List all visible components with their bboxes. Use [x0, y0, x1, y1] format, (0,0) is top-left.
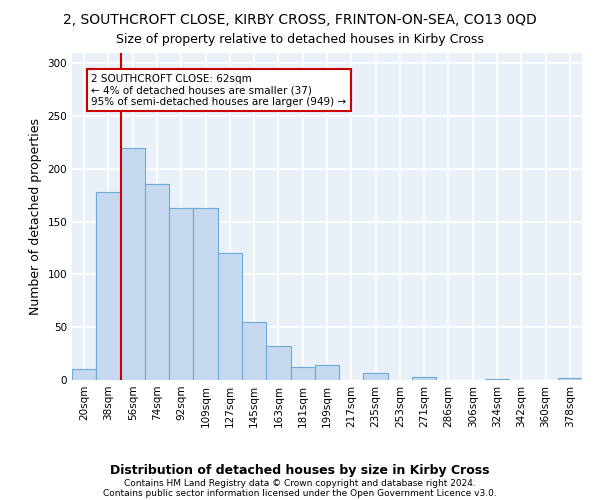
Text: Distribution of detached houses by size in Kirby Cross: Distribution of detached houses by size … — [110, 464, 490, 477]
Text: Size of property relative to detached houses in Kirby Cross: Size of property relative to detached ho… — [116, 32, 484, 46]
Bar — [218, 253, 242, 380]
Bar — [558, 378, 582, 380]
Bar — [266, 346, 290, 380]
Bar — [121, 148, 145, 380]
Text: Contains public sector information licensed under the Open Government Licence v3: Contains public sector information licen… — [103, 488, 497, 498]
Bar — [145, 184, 169, 380]
Bar — [193, 208, 218, 380]
Bar — [169, 208, 193, 380]
Bar — [412, 377, 436, 380]
Text: 2 SOUTHCROFT CLOSE: 62sqm
← 4% of detached houses are smaller (37)
95% of semi-d: 2 SOUTHCROFT CLOSE: 62sqm ← 4% of detach… — [91, 74, 347, 107]
Bar — [242, 322, 266, 380]
Bar — [364, 372, 388, 380]
Text: 2, SOUTHCROFT CLOSE, KIRBY CROSS, FRINTON-ON-SEA, CO13 0QD: 2, SOUTHCROFT CLOSE, KIRBY CROSS, FRINTO… — [63, 12, 537, 26]
Bar — [96, 192, 121, 380]
Bar — [315, 365, 339, 380]
Bar — [290, 368, 315, 380]
Bar — [72, 370, 96, 380]
Text: Contains HM Land Registry data © Crown copyright and database right 2024.: Contains HM Land Registry data © Crown c… — [124, 478, 476, 488]
Bar — [485, 379, 509, 380]
Y-axis label: Number of detached properties: Number of detached properties — [29, 118, 42, 315]
